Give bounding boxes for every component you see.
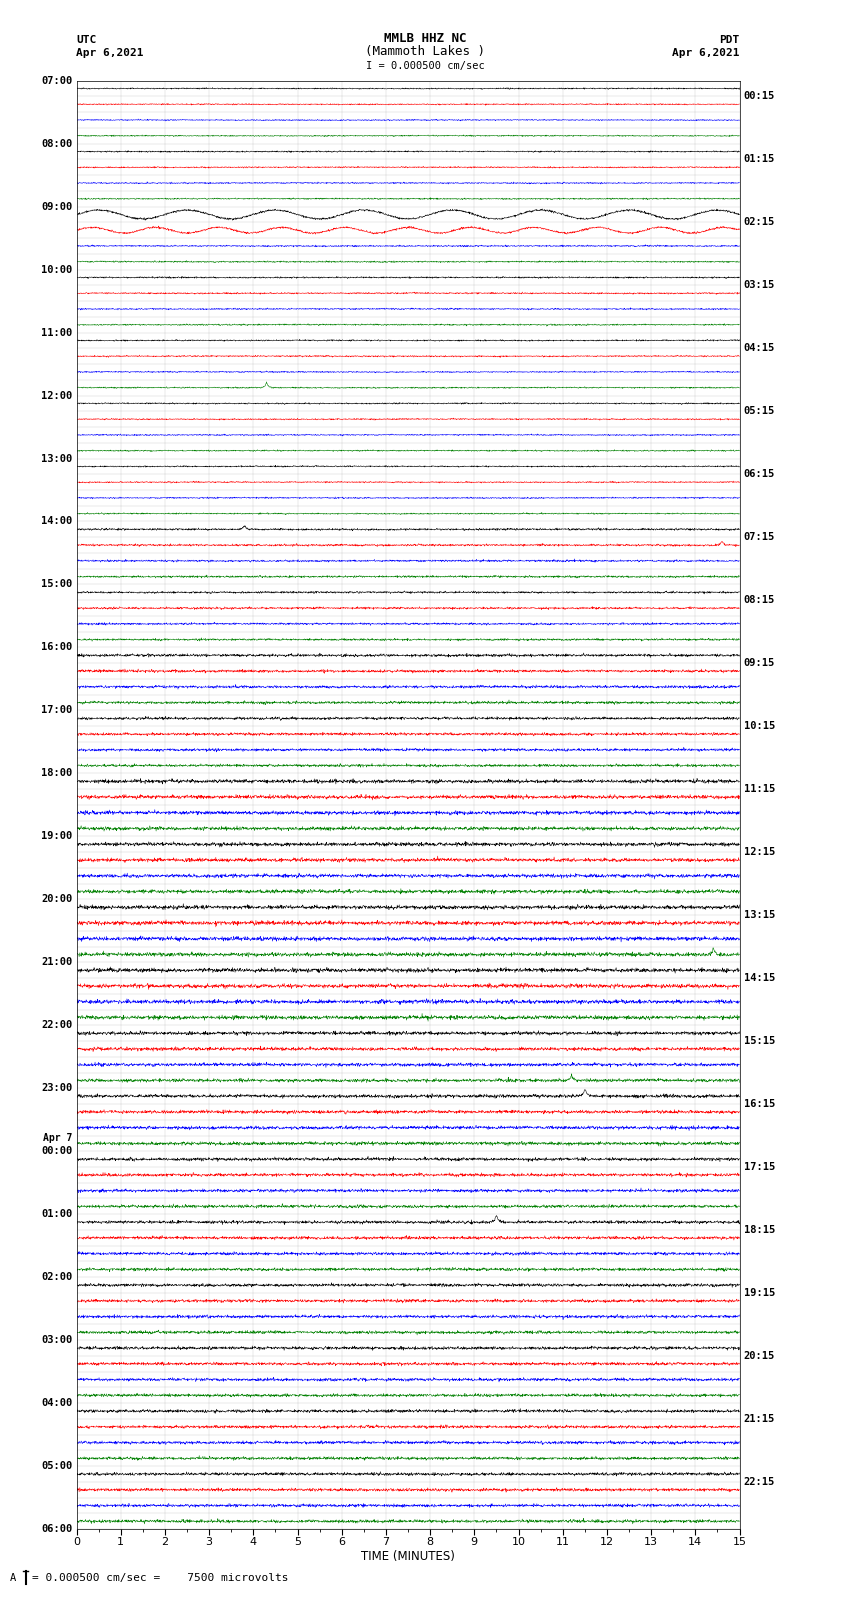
Text: 06:15: 06:15 bbox=[744, 469, 775, 479]
Text: Apr 6,2021: Apr 6,2021 bbox=[672, 48, 740, 58]
Text: 07:00: 07:00 bbox=[41, 76, 72, 85]
Text: (Mammoth Lakes ): (Mammoth Lakes ) bbox=[365, 45, 485, 58]
Text: PDT: PDT bbox=[719, 35, 740, 45]
Text: 16:15: 16:15 bbox=[744, 1098, 775, 1110]
Text: 07:15: 07:15 bbox=[744, 532, 775, 542]
Text: 05:15: 05:15 bbox=[744, 406, 775, 416]
X-axis label: TIME (MINUTES): TIME (MINUTES) bbox=[361, 1550, 455, 1563]
Text: I = 0.000500 cm/sec: I = 0.000500 cm/sec bbox=[366, 61, 484, 71]
Text: 13:15: 13:15 bbox=[744, 910, 775, 919]
Text: 22:00: 22:00 bbox=[41, 1021, 72, 1031]
Text: 01:15: 01:15 bbox=[744, 155, 775, 165]
Text: 09:00: 09:00 bbox=[41, 202, 72, 211]
Text: 04:00: 04:00 bbox=[41, 1398, 72, 1408]
Text: 02:00: 02:00 bbox=[41, 1273, 72, 1282]
Text: 04:15: 04:15 bbox=[744, 344, 775, 353]
Text: 20:00: 20:00 bbox=[41, 894, 72, 905]
Text: 02:15: 02:15 bbox=[744, 218, 775, 227]
Text: 19:15: 19:15 bbox=[744, 1287, 775, 1298]
Text: 08:00: 08:00 bbox=[41, 139, 72, 148]
Text: 11:15: 11:15 bbox=[744, 784, 775, 794]
Text: 03:15: 03:15 bbox=[744, 281, 775, 290]
Text: 16:00: 16:00 bbox=[41, 642, 72, 652]
Text: 17:15: 17:15 bbox=[744, 1161, 775, 1173]
Text: A: A bbox=[10, 1573, 16, 1582]
Text: 09:15: 09:15 bbox=[744, 658, 775, 668]
Text: 12:15: 12:15 bbox=[744, 847, 775, 857]
Text: 21:00: 21:00 bbox=[41, 958, 72, 968]
Text: MMLB HHZ NC: MMLB HHZ NC bbox=[383, 32, 467, 45]
Text: 05:00: 05:00 bbox=[41, 1461, 72, 1471]
Text: 15:15: 15:15 bbox=[744, 1036, 775, 1047]
Text: Apr 7: Apr 7 bbox=[42, 1134, 72, 1144]
Text: 18:15: 18:15 bbox=[744, 1224, 775, 1236]
Text: 22:15: 22:15 bbox=[744, 1478, 775, 1487]
Text: 20:15: 20:15 bbox=[744, 1352, 775, 1361]
Text: 08:15: 08:15 bbox=[744, 595, 775, 605]
Text: = 0.000500 cm/sec =    7500 microvolts: = 0.000500 cm/sec = 7500 microvolts bbox=[32, 1573, 289, 1582]
Text: 10:00: 10:00 bbox=[41, 265, 72, 274]
Text: 17:00: 17:00 bbox=[41, 705, 72, 716]
Text: 13:00: 13:00 bbox=[41, 453, 72, 463]
Text: UTC: UTC bbox=[76, 35, 97, 45]
Text: 03:00: 03:00 bbox=[41, 1336, 72, 1345]
Text: 15:00: 15:00 bbox=[41, 579, 72, 589]
Text: 00:00: 00:00 bbox=[41, 1147, 72, 1157]
Text: Apr 6,2021: Apr 6,2021 bbox=[76, 48, 144, 58]
Text: 10:15: 10:15 bbox=[744, 721, 775, 731]
Text: 12:00: 12:00 bbox=[41, 390, 72, 400]
Text: 06:00: 06:00 bbox=[41, 1524, 72, 1534]
Text: 11:00: 11:00 bbox=[41, 327, 72, 337]
Text: 18:00: 18:00 bbox=[41, 768, 72, 779]
Text: 14:15: 14:15 bbox=[744, 973, 775, 982]
Text: 01:00: 01:00 bbox=[41, 1210, 72, 1219]
Text: 21:15: 21:15 bbox=[744, 1415, 775, 1424]
Text: 00:15: 00:15 bbox=[744, 92, 775, 102]
Text: 23:00: 23:00 bbox=[41, 1084, 72, 1094]
Text: 19:00: 19:00 bbox=[41, 831, 72, 842]
Text: 14:00: 14:00 bbox=[41, 516, 72, 526]
